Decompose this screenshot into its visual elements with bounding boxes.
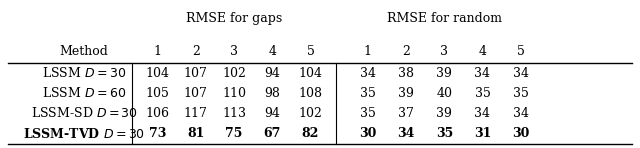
Text: 108: 108 — [298, 87, 323, 100]
Text: 102: 102 — [222, 67, 246, 80]
Text: RMSE for gaps: RMSE for gaps — [186, 12, 282, 25]
Text: 35: 35 — [360, 87, 376, 100]
Text: 34: 34 — [360, 67, 376, 80]
Text: 37: 37 — [398, 107, 414, 120]
Text: 34: 34 — [474, 107, 490, 120]
Text: 2: 2 — [402, 45, 410, 58]
Text: 35: 35 — [474, 87, 490, 100]
Text: 1: 1 — [154, 45, 161, 58]
Text: 30: 30 — [512, 127, 529, 140]
Text: 102: 102 — [298, 107, 323, 120]
Text: 38: 38 — [398, 67, 414, 80]
Text: 35: 35 — [513, 87, 529, 100]
Text: 35: 35 — [360, 107, 376, 120]
Text: 35: 35 — [436, 127, 453, 140]
Text: 39: 39 — [436, 67, 452, 80]
Text: 107: 107 — [184, 87, 207, 100]
Text: 34: 34 — [513, 107, 529, 120]
Text: 105: 105 — [145, 87, 170, 100]
Text: 110: 110 — [222, 87, 246, 100]
Text: 107: 107 — [184, 67, 207, 80]
Text: 75: 75 — [225, 127, 243, 140]
Text: 4: 4 — [479, 45, 486, 58]
Text: 94: 94 — [264, 107, 280, 120]
Text: 39: 39 — [398, 87, 414, 100]
Text: LSSM $D = 30$: LSSM $D = 30$ — [42, 66, 126, 80]
Text: 98: 98 — [264, 87, 280, 100]
Text: 34: 34 — [513, 67, 529, 80]
Text: LSSM-SD $D = 30$: LSSM-SD $D = 30$ — [31, 106, 138, 120]
Text: 4: 4 — [268, 45, 276, 58]
Text: 3: 3 — [230, 45, 238, 58]
Text: RMSE for random: RMSE for random — [387, 12, 502, 25]
Text: 104: 104 — [298, 67, 323, 80]
Text: 39: 39 — [436, 107, 452, 120]
Text: 30: 30 — [359, 127, 376, 140]
Text: 81: 81 — [187, 127, 204, 140]
Text: 1: 1 — [364, 45, 372, 58]
Text: 5: 5 — [516, 45, 525, 58]
Text: 2: 2 — [192, 45, 200, 58]
Text: 113: 113 — [222, 107, 246, 120]
Text: 94: 94 — [264, 67, 280, 80]
Text: 117: 117 — [184, 107, 207, 120]
Text: 5: 5 — [307, 45, 314, 58]
Text: LSSM $D = 60$: LSSM $D = 60$ — [42, 86, 126, 100]
Text: 34: 34 — [397, 127, 415, 140]
Text: 31: 31 — [474, 127, 491, 140]
Text: 104: 104 — [145, 67, 170, 80]
Text: 34: 34 — [474, 67, 490, 80]
Text: Method: Method — [60, 45, 109, 58]
Text: 73: 73 — [149, 127, 166, 140]
Text: LSSM-TVD $D = 30$: LSSM-TVD $D = 30$ — [23, 127, 145, 141]
Text: 3: 3 — [440, 45, 448, 58]
Text: 82: 82 — [301, 127, 319, 140]
Text: 106: 106 — [145, 107, 170, 120]
Text: 67: 67 — [264, 127, 281, 140]
Text: 40: 40 — [436, 87, 452, 100]
